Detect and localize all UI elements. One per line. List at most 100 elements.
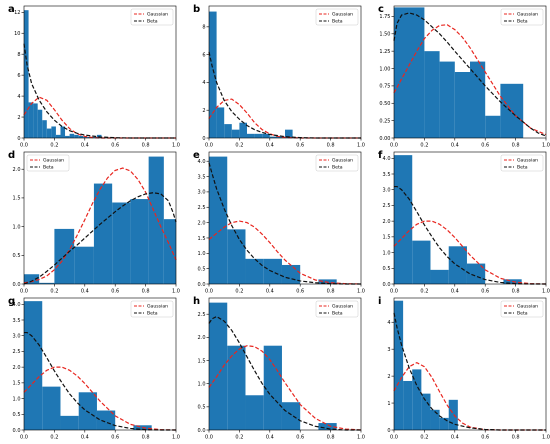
x-tick-label: 0.6 xyxy=(481,435,489,441)
histogram-bar xyxy=(318,423,337,430)
histogram-bar xyxy=(470,61,486,138)
histogram-bar xyxy=(209,11,217,139)
histogram-bar xyxy=(42,386,61,430)
histogram-bar xyxy=(112,202,131,284)
histogram-bar xyxy=(37,109,43,138)
x-tick-label: 0.2 xyxy=(235,289,243,295)
axes-frame-h xyxy=(208,297,362,431)
histogram-bar xyxy=(231,129,240,138)
axes-frame-a xyxy=(23,5,177,139)
beta-curve-e xyxy=(208,162,361,285)
y-tick-label: 0.0 xyxy=(198,282,206,288)
histogram-bar xyxy=(24,301,43,430)
histogram-bar xyxy=(51,126,56,138)
legend-label-beta: Beta xyxy=(332,19,343,25)
histogram-bar xyxy=(33,103,38,138)
x-tick-label: 1.0 xyxy=(357,289,365,295)
y-tick-label: 0.25 xyxy=(379,118,390,124)
x-tick-label: 0.2 xyxy=(420,435,428,441)
y-tick-label: 2.0 xyxy=(13,167,21,173)
histogram-bar xyxy=(130,199,149,284)
x-tick-label: 0.8 xyxy=(512,143,520,149)
y-tick-label: 1.5 xyxy=(198,236,206,242)
histogram-bar xyxy=(216,107,225,138)
panel-f: f 0.0 0.2 0.4 0.6 0.8 1.0 0.0 0.5 1.0 1.5 2.0 2.5 3.0… xyxy=(378,150,550,295)
histogram-bar xyxy=(24,274,40,284)
histogram-bar xyxy=(466,263,486,284)
y-tick-label: 1.5 xyxy=(13,381,21,387)
x-tick-label: 0.8 xyxy=(327,143,335,149)
x-tick-label: 1.0 xyxy=(172,289,180,295)
y-tick-label: 0.5 xyxy=(13,253,21,259)
y-tick-label: 1.0 xyxy=(198,251,206,257)
histogram-c xyxy=(394,7,524,138)
y-tick-label: 1 xyxy=(387,401,390,407)
legend-label-beta: Beta xyxy=(517,19,528,25)
y-tick-label: 2.0 xyxy=(198,335,206,341)
histogram-bar xyxy=(92,136,97,138)
histogram-bar xyxy=(148,156,164,284)
histogram-bar xyxy=(247,133,255,138)
histogram-bar xyxy=(46,128,52,138)
legend-label-gaussian: Gaussian xyxy=(43,158,64,164)
gaussian-curve-i xyxy=(393,361,546,431)
x-tick-label: 0.2 xyxy=(50,143,58,149)
histogram-bar xyxy=(227,229,246,284)
y-tick-label: 2.5 xyxy=(13,349,21,355)
y-tick-label: 0.75 xyxy=(379,84,390,90)
y-tick-label: 4 xyxy=(387,320,390,326)
x-tick-label: 0.6 xyxy=(111,289,119,295)
y-tick-label: 2.5 xyxy=(198,312,206,318)
histogram-bar xyxy=(454,72,470,138)
x-tick-label: 0.0 xyxy=(390,435,398,441)
x-tick-label: 0.6 xyxy=(111,435,119,441)
x-tick-label: 1.0 xyxy=(172,143,180,149)
panel-d: d 0.0 0.2 0.4 0.6 0.8 1.0 0.0 0.5 1.0 1.5 2.0 Gaussi… xyxy=(8,150,180,295)
beta-curve-f xyxy=(394,185,546,285)
x-tick-label: 0.2 xyxy=(50,289,58,295)
y-tick-label: 1.0 xyxy=(383,250,391,256)
histogram-bar xyxy=(424,51,440,138)
histogram-bar xyxy=(227,345,246,430)
histogram-bar xyxy=(239,122,247,138)
beta-curve-d xyxy=(23,192,177,285)
panel-label-a: a xyxy=(8,4,15,15)
panel-label-g: g xyxy=(8,296,15,307)
histogram-bar xyxy=(439,61,455,138)
legend-label-beta: Beta xyxy=(517,165,528,171)
histogram-bar xyxy=(39,282,55,284)
x-tick-label: 0.0 xyxy=(205,435,213,441)
beta-curve-h xyxy=(208,315,361,431)
x-tick-label: 0.0 xyxy=(20,435,28,441)
histogram-bar xyxy=(430,269,449,284)
legend-label-gaussian: Gaussian xyxy=(332,158,353,164)
x-tick-label: 0.4 xyxy=(81,289,89,295)
x-tick-label: 1.0 xyxy=(172,435,180,441)
y-tick-label: 1.50 xyxy=(379,32,390,38)
y-tick-label: 8 xyxy=(17,52,20,58)
legend-label-gaussian: Gaussian xyxy=(517,304,538,310)
y-tick-label: 2 xyxy=(202,108,205,114)
legend-label-beta: Beta xyxy=(43,165,54,171)
histogram-bar xyxy=(28,102,34,138)
axes-frame-e xyxy=(208,151,362,285)
panel-h: h 0.0 0.2 0.4 0.6 0.8 1.0 0.0 0.5 1.0 1.5 2.0 2.5 Gau… xyxy=(193,296,365,441)
y-tick-label: 3 xyxy=(387,347,390,353)
x-tick-label: 0.4 xyxy=(451,143,459,149)
x-tick-label: 0.6 xyxy=(296,435,304,441)
x-tick-label: 0.4 xyxy=(451,435,459,441)
panel-label-i: i xyxy=(378,296,381,307)
x-tick-label: 0.4 xyxy=(266,143,274,149)
histogram-bar xyxy=(254,133,263,138)
histogram-bar xyxy=(263,345,282,430)
histogram-h xyxy=(209,302,337,430)
x-tick-label: 1.0 xyxy=(542,289,550,295)
